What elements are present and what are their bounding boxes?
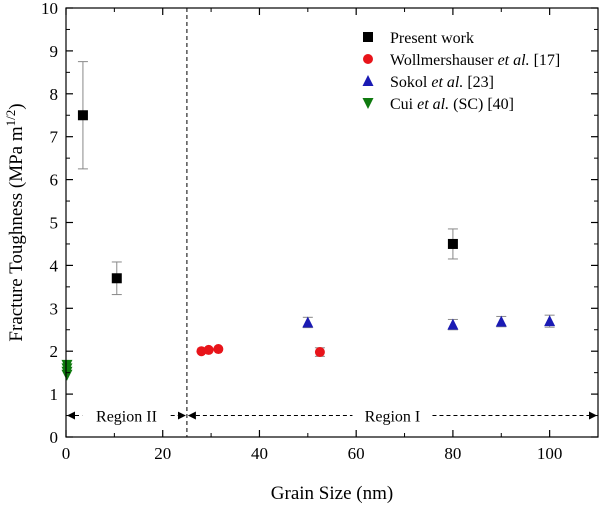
y-tick-label: 5 <box>50 214 59 233</box>
y-tick-label: 7 <box>50 128 59 147</box>
data-point-series-2 <box>495 315 507 327</box>
legend-marker <box>363 54 373 64</box>
legend-entry-label: Present work <box>390 30 474 47</box>
y-axis-title: Fracture Toughness (MPa m1/2) <box>3 103 27 341</box>
region-label: Region I <box>365 409 421 426</box>
y-tick-label: 3 <box>50 299 59 318</box>
y-tick-label: 10 <box>41 0 58 18</box>
y-tick-label: 4 <box>50 256 59 275</box>
region-annotations: Region II Region I <box>67 409 597 426</box>
x-axis-title: Grain Size (nm) <box>271 483 393 504</box>
y-tick-label: 6 <box>50 171 59 190</box>
x-tick-label: 100 <box>537 444 563 463</box>
legend-entry-label: Sokol et al. [23] <box>390 74 494 91</box>
legend-entry-label: Wollmershauser et al. [17] <box>390 52 560 69</box>
data-point-series-1 <box>314 347 325 358</box>
data-point-series-0 <box>77 110 88 121</box>
legend-marker <box>362 75 374 86</box>
legend-entry-label: Cui et al. (SC) [40] <box>390 96 514 113</box>
data-point-series-2 <box>447 318 459 330</box>
y-tick-label: 8 <box>50 85 59 104</box>
y-tick-label: 2 <box>50 342 59 361</box>
data-point-series-0 <box>111 273 122 284</box>
x-tick-label: 20 <box>154 444 171 463</box>
data-point-series-1 <box>213 344 224 355</box>
y-tick-label: 9 <box>50 42 59 61</box>
data-points <box>61 110 556 381</box>
data-point-series-1 <box>203 344 214 355</box>
legend-marker <box>363 32 373 42</box>
x-tick-label: 0 <box>62 444 71 463</box>
y-tick-label: 1 <box>50 385 59 404</box>
plot-frame <box>65 7 599 438</box>
x-tick-label: 80 <box>444 444 461 463</box>
axis-ticks: 0 20 40 60 80 100 0 1 2 3 4 5 6 7 8 9 10 <box>41 0 598 463</box>
axes <box>65 7 599 438</box>
data-point-series-2 <box>544 315 556 327</box>
y-axis-title-exponent: 1/2 <box>3 110 18 127</box>
y-tick-label: 0 <box>50 428 59 447</box>
x-tick-label: 60 <box>348 444 365 463</box>
legend: Present work Wollmershauser et al. [17] So… <box>362 30 560 113</box>
x-tick-label: 40 <box>251 444 268 463</box>
legend-marker <box>362 98 374 109</box>
data-point-series-2 <box>302 316 314 328</box>
region-label: Region II <box>96 409 157 426</box>
data-point-series-0 <box>447 238 458 249</box>
data-point-series-3 <box>61 369 73 381</box>
